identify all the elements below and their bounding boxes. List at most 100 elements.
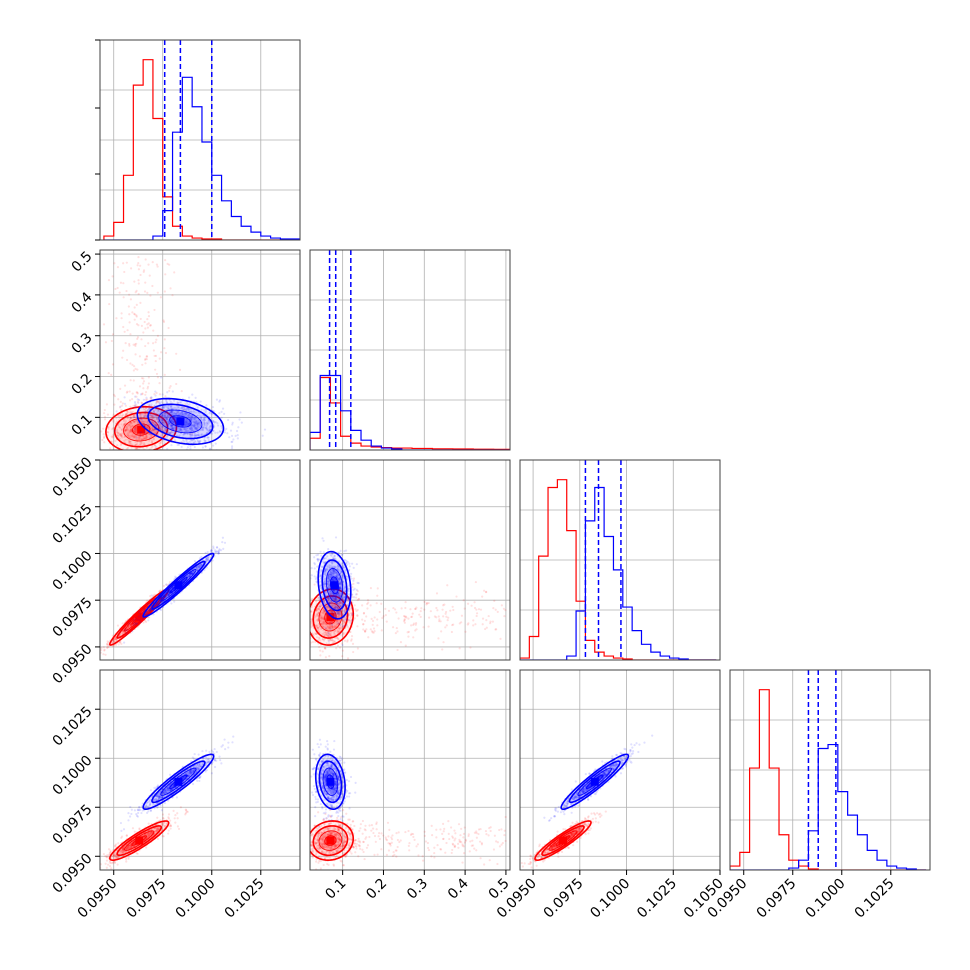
scatter-point [121, 631, 124, 634]
scatter-point [189, 433, 192, 436]
scatter-point [158, 412, 161, 415]
scatter-point [306, 612, 308, 614]
scatter-point [196, 406, 199, 409]
scatter-point [378, 610, 381, 614]
scatter-point [166, 418, 169, 421]
scatter-point [129, 425, 132, 428]
scatter-point [115, 317, 118, 320]
scatter-point [158, 601, 162, 604]
scatter-point [146, 599, 149, 602]
scatter-point [187, 414, 190, 417]
scatter-point [115, 417, 118, 420]
scatter-point [171, 417, 174, 420]
scatter-point [409, 608, 412, 611]
scatter-point [324, 630, 327, 634]
scatter-point [149, 607, 152, 611]
scatter-point [136, 400, 139, 403]
scatter-point [395, 626, 398, 630]
scatter-point [168, 411, 171, 414]
scatter-point [169, 385, 172, 388]
scatter-point [175, 413, 178, 416]
scatter-point [161, 414, 164, 417]
scatter-point [134, 440, 137, 443]
scatter-point [164, 259, 167, 262]
scatter-point [177, 402, 180, 405]
scatter-point [362, 611, 366, 615]
scatter-point [107, 279, 111, 282]
scatter-point [154, 394, 157, 397]
scatter-point [166, 420, 170, 423]
scatter-point [138, 414, 141, 417]
scatter-point [338, 586, 342, 589]
scatter-point [335, 602, 338, 606]
scatter-point [152, 437, 155, 440]
scatter-point [322, 625, 325, 628]
scatter-point [160, 452, 162, 454]
scatter-point [176, 401, 179, 404]
scatter-point [392, 606, 395, 610]
scatter-point [326, 632, 329, 635]
scatter-point [145, 414, 148, 417]
scatter-point [189, 427, 192, 430]
scatter-point [115, 420, 118, 423]
scatter-point [150, 414, 153, 417]
scatter-point [317, 613, 320, 616]
scatter-point [164, 418, 167, 421]
scatter-point [167, 408, 170, 411]
scatter-point [363, 629, 366, 632]
scatter-point [376, 624, 379, 627]
scatter-point [159, 440, 162, 444]
scatter-point [129, 379, 132, 382]
scatter-point [337, 551, 341, 554]
scatter-point [206, 436, 209, 439]
scatter-point [324, 574, 328, 577]
scatter-point [313, 575, 316, 578]
scatter-point [356, 647, 359, 650]
scatter-point [197, 425, 200, 428]
scatter-point [133, 621, 136, 624]
scatter-point [129, 416, 132, 420]
scatter-point [167, 594, 170, 597]
scatter-point [146, 398, 149, 401]
scatter-point [127, 441, 131, 444]
scatter-point [341, 573, 344, 576]
scatter-point [171, 412, 174, 415]
scatter-point [441, 608, 444, 611]
scatter-point [129, 410, 132, 413]
scatter-point [338, 586, 341, 589]
scatter-point [116, 454, 118, 456]
scatter-point [190, 571, 193, 574]
scatter-point [158, 425, 161, 428]
scatter-point [215, 550, 218, 554]
scatter-point [330, 625, 333, 628]
scatter-point [170, 424, 173, 427]
scatter-point [160, 427, 163, 430]
scatter-point [469, 646, 472, 649]
scatter-point [185, 422, 188, 425]
scatter-point [334, 606, 337, 609]
scatter-point [216, 424, 220, 427]
scatter-point [319, 654, 322, 657]
scatter-point [205, 422, 208, 425]
scatter-point [171, 417, 175, 421]
scatter-point [130, 429, 133, 433]
scatter-point [341, 619, 345, 623]
scatter-point [306, 599, 308, 601]
scatter-point [135, 427, 138, 430]
scatter-point [184, 424, 187, 427]
scatter-point [135, 436, 138, 439]
scatter-point [342, 598, 345, 601]
scatter-point [320, 617, 323, 620]
scatter-point [128, 626, 131, 629]
scatter-point [376, 587, 379, 590]
scatter-point [337, 630, 340, 634]
scatter-point [111, 645, 115, 648]
scatter-point [300, 597, 302, 599]
scatter-point [176, 443, 179, 447]
scatter-point [163, 347, 166, 350]
scatter-point [205, 556, 208, 559]
scatter-point [139, 264, 142, 267]
scatter-point [149, 608, 152, 612]
scatter-point [212, 545, 215, 548]
scatter-point [171, 426, 174, 430]
